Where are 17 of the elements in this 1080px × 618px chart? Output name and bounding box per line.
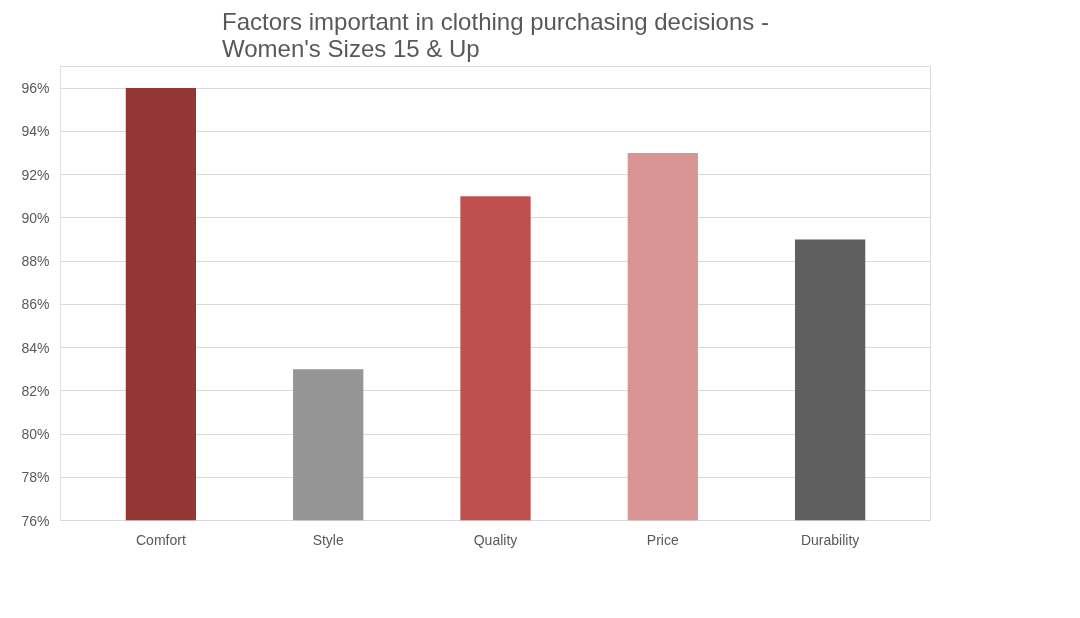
x-tick-label: Comfort bbox=[135, 531, 186, 548]
chart-title: Factors important in clothing purchasing decisions - Women's Sizes 15 & Up bbox=[222, 7, 769, 62]
y-tick-label: 76% bbox=[21, 512, 50, 529]
x-tick-label: Quality bbox=[473, 531, 518, 548]
x-tick-label: Style bbox=[312, 531, 344, 548]
y-tick-label: 80% bbox=[21, 426, 50, 443]
y-tick-label: 84% bbox=[21, 339, 50, 356]
y-tick-label: 88% bbox=[21, 253, 50, 270]
y-tick-label: 92% bbox=[21, 166, 50, 183]
y-tick-label: 78% bbox=[21, 469, 50, 486]
y-tick-label: 86% bbox=[21, 296, 50, 313]
y-tick-label: 90% bbox=[21, 209, 50, 226]
x-tick-label: Price bbox=[646, 531, 679, 548]
y-tick-label: 94% bbox=[21, 123, 50, 140]
y-tick-label: 96% bbox=[21, 80, 50, 97]
x-tick-label: Durability bbox=[800, 531, 860, 548]
y-tick-label: 82% bbox=[21, 382, 50, 399]
